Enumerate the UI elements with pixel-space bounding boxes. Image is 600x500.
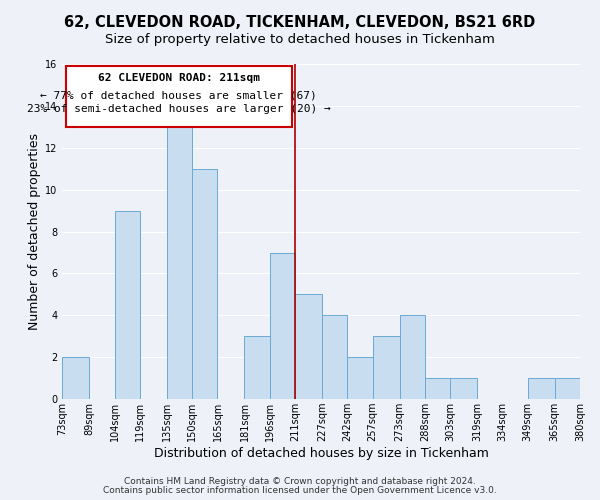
Bar <box>528 378 555 399</box>
Text: Size of property relative to detached houses in Tickenham: Size of property relative to detached ho… <box>105 32 495 46</box>
Bar <box>62 358 89 399</box>
Text: 62 CLEVEDON ROAD: 211sqm: 62 CLEVEDON ROAD: 211sqm <box>98 74 260 84</box>
Bar <box>373 336 400 399</box>
Text: Contains public sector information licensed under the Open Government Licence v3: Contains public sector information licen… <box>103 486 497 495</box>
Y-axis label: Number of detached properties: Number of detached properties <box>28 133 41 330</box>
Bar <box>450 378 477 399</box>
Bar <box>555 378 580 399</box>
Text: 62, CLEVEDON ROAD, TICKENHAM, CLEVEDON, BS21 6RD: 62, CLEVEDON ROAD, TICKENHAM, CLEVEDON, … <box>64 15 536 30</box>
Bar <box>347 358 373 399</box>
Bar <box>425 378 450 399</box>
Bar <box>295 294 322 399</box>
Text: ← 77% of detached houses are smaller (67)
23% of semi-detached houses are larger: ← 77% of detached houses are smaller (67… <box>27 90 331 114</box>
Bar <box>322 316 347 399</box>
X-axis label: Distribution of detached houses by size in Tickenham: Distribution of detached houses by size … <box>154 447 488 460</box>
FancyBboxPatch shape <box>66 66 292 127</box>
Bar <box>400 316 425 399</box>
Bar <box>244 336 270 399</box>
Bar <box>270 252 295 399</box>
Bar <box>192 168 217 399</box>
Text: Contains HM Land Registry data © Crown copyright and database right 2024.: Contains HM Land Registry data © Crown c… <box>124 477 476 486</box>
Bar <box>115 210 140 399</box>
Bar <box>167 127 192 399</box>
